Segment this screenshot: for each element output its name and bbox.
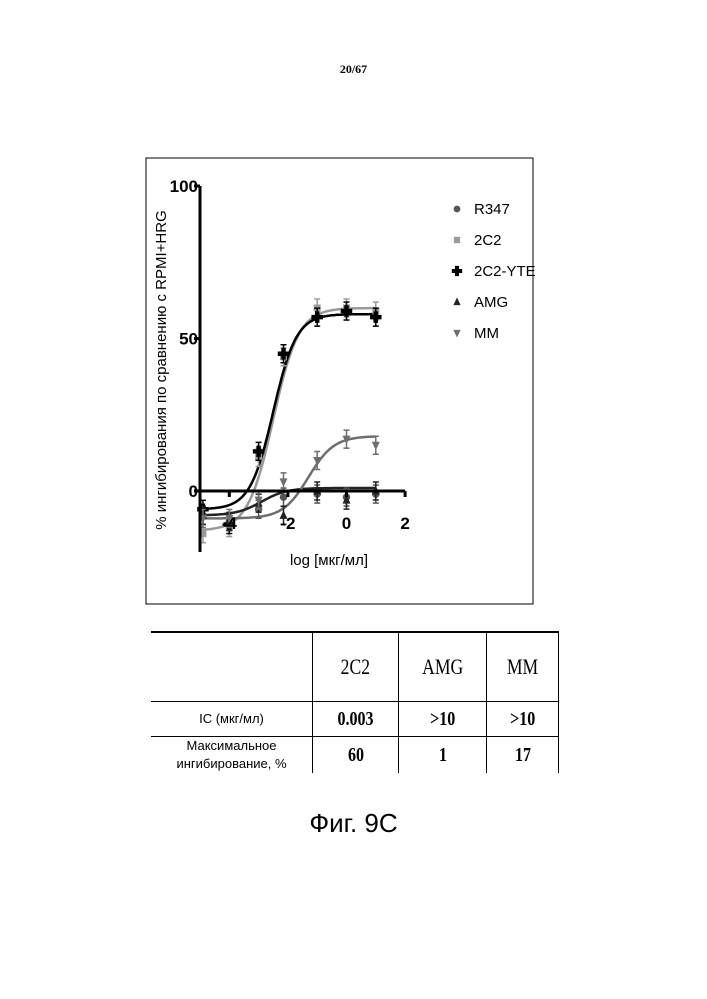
data-point [372, 442, 380, 451]
table-row-label: Максимальное ингибирование, % [151, 737, 313, 774]
plot-area [197, 299, 381, 543]
legend-label: AMG [474, 294, 508, 311]
x-tick-label: -4 [222, 514, 238, 533]
table-row: IC (мкг/мл) 0.003 >10 >10 [151, 702, 559, 737]
legend-label: 2C2 [474, 232, 502, 249]
table-cell: 0.003 [313, 702, 399, 737]
y-axis-label: % ингибирования по сравнению с RPMI+HRG [153, 210, 170, 530]
dose-response-chart: 0 50 100 -4 -2 0 2 R347 2C2 2C2-YTE AMG MM % ингиб… [0, 0, 707, 620]
legend-marker [452, 266, 462, 276]
x-tick-label: 2 [400, 514, 409, 533]
legend-label: MM [474, 325, 499, 342]
data-point [280, 493, 288, 501]
curve-2c2-yte [200, 314, 376, 509]
table-cell: 17 [487, 737, 559, 774]
table-cell: >10 [399, 702, 487, 737]
legend-label: R347 [474, 201, 510, 218]
table-header-row: 2C2 AMG MM [151, 632, 559, 702]
x-tick-label: -2 [280, 514, 295, 533]
y-tick-label: 0 [189, 482, 198, 501]
table-cell: 1 [399, 737, 487, 774]
legend-marker [453, 330, 460, 338]
summary-table: 2C2 AMG MM IC (мкг/мл) 0.003 >10 >10 Мак… [151, 631, 559, 773]
table-header-cell: AMG [399, 632, 487, 702]
table-row: Максимальное ингибирование, % 60 1 17 [151, 737, 559, 774]
y-tick-label: 50 [179, 330, 198, 349]
legend-marker [454, 206, 461, 213]
table-header-cell [151, 632, 313, 702]
legend: R347 2C2 2C2-YTE AMG MM [452, 201, 536, 342]
x-tick-label: 0 [342, 514, 351, 533]
table-row-label: IC (мкг/мл) [151, 702, 313, 737]
legend-marker [454, 237, 460, 243]
table-cell: 60 [313, 737, 399, 774]
legend-label: 2C2-YTE [474, 263, 536, 280]
table-cell: >10 [487, 702, 559, 737]
legend-marker [453, 298, 460, 306]
table-header-cell: 2C2 [313, 632, 399, 702]
figure-caption: Фиг. 9С [0, 808, 707, 839]
y-tick-label: 100 [170, 177, 198, 196]
data-point [280, 478, 288, 487]
x-axis-label: log [мкг/мл] [290, 552, 368, 569]
table-header-cell: MM [487, 632, 559, 702]
